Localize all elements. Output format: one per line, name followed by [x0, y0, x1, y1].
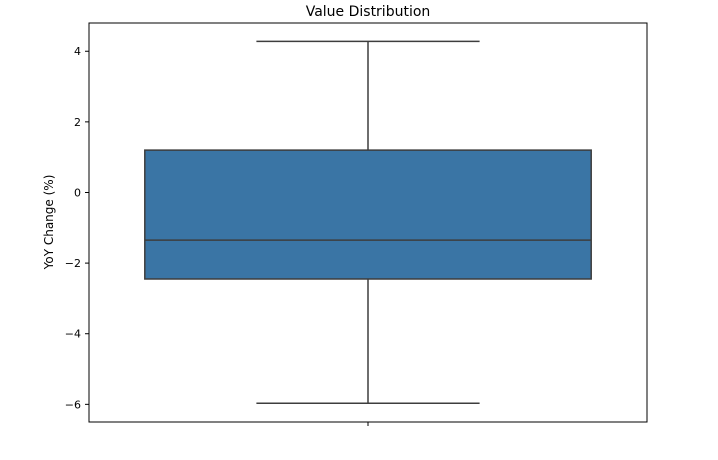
y-tick-label: 2: [74, 116, 81, 129]
y-tick-label: −2: [65, 257, 81, 270]
y-tick-label: 0: [74, 186, 81, 199]
chart-title: Value Distribution: [306, 4, 431, 20]
plot-area: 4 2 0 −2 −4 −6: [65, 22, 648, 426]
y-tick-label: −6: [65, 398, 81, 411]
iqr-box: [144, 149, 592, 280]
y-axis-label: YoY Change (%): [42, 175, 56, 271]
y-tick-label: −4: [65, 328, 81, 341]
y-tick-label: 4: [74, 45, 81, 58]
